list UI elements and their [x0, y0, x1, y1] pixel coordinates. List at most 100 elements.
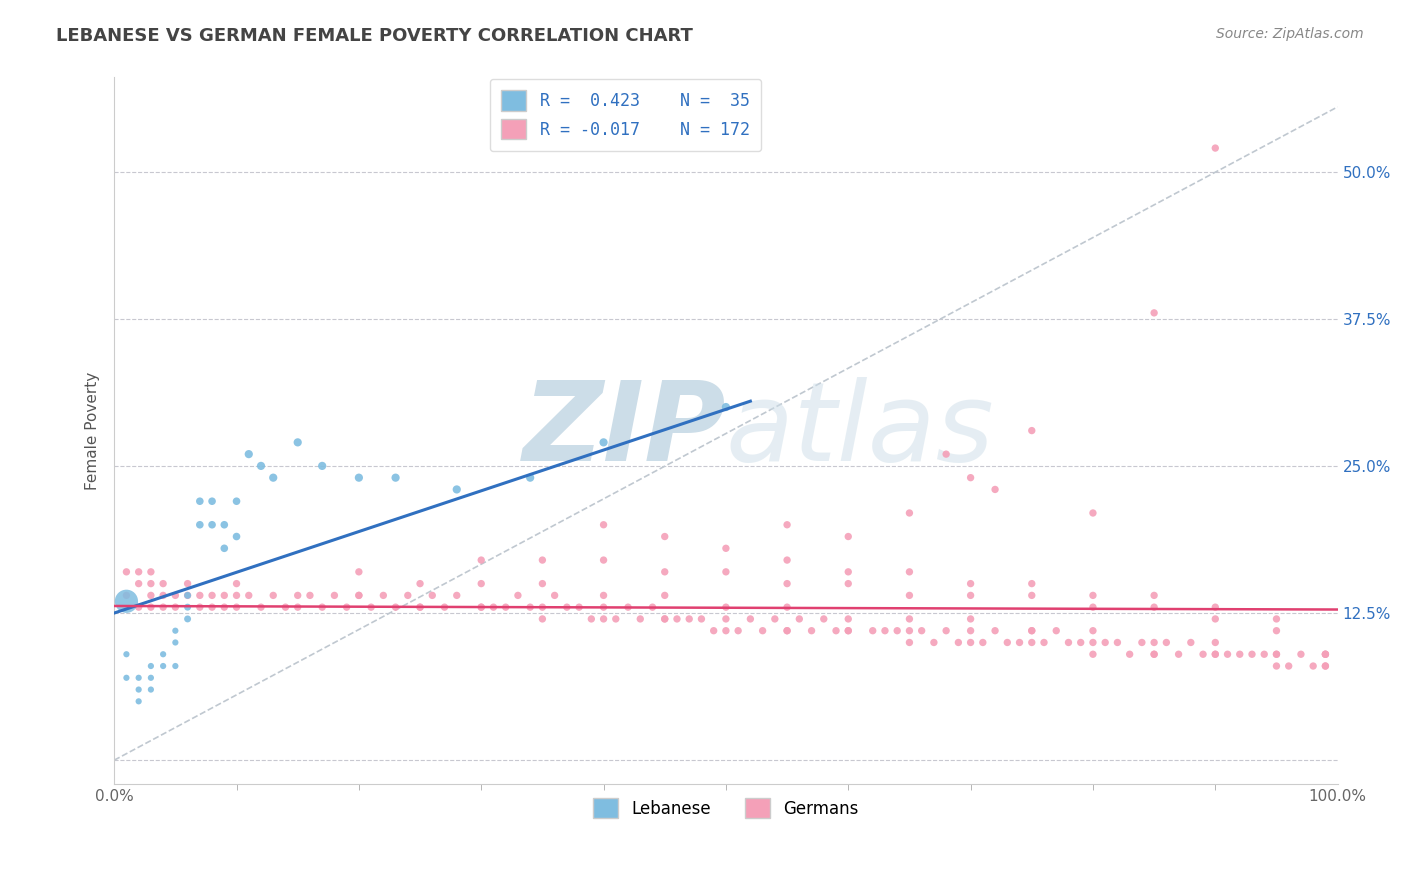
Point: [972, 635, 994, 649]
Point: [139, 588, 162, 602]
Point: [628, 612, 651, 626]
Point: [139, 576, 162, 591]
Point: [139, 671, 162, 685]
Point: [776, 624, 799, 638]
Point: [225, 529, 247, 543]
Point: [837, 624, 859, 638]
Point: [959, 576, 981, 591]
Point: [1118, 647, 1140, 661]
Point: [911, 624, 934, 638]
Point: [1081, 647, 1104, 661]
Point: [287, 588, 309, 602]
Point: [128, 682, 150, 697]
Point: [176, 588, 198, 602]
Point: [837, 576, 859, 591]
Point: [347, 588, 370, 602]
Point: [592, 553, 614, 567]
Point: [519, 471, 541, 485]
Point: [959, 635, 981, 649]
Point: [139, 600, 162, 615]
Point: [165, 600, 187, 615]
Point: [776, 600, 799, 615]
Point: [225, 494, 247, 508]
Point: [703, 624, 725, 638]
Point: [837, 612, 859, 626]
Point: [898, 612, 921, 626]
Point: [165, 624, 187, 638]
Point: [128, 600, 150, 615]
Point: [323, 588, 346, 602]
Point: [188, 588, 211, 602]
Point: [139, 659, 162, 673]
Point: [984, 624, 1007, 638]
Point: [1289, 647, 1312, 661]
Text: atlas: atlas: [725, 377, 994, 484]
Point: [225, 576, 247, 591]
Point: [298, 588, 321, 602]
Point: [531, 576, 554, 591]
Point: [115, 565, 138, 579]
Y-axis label: Female Poverty: Female Poverty: [86, 371, 100, 490]
Point: [1143, 647, 1166, 661]
Point: [115, 671, 138, 685]
Point: [495, 600, 517, 615]
Point: [1265, 624, 1288, 638]
Point: [360, 600, 382, 615]
Point: [1315, 659, 1337, 673]
Point: [1167, 647, 1189, 661]
Point: [336, 600, 359, 615]
Point: [420, 588, 443, 602]
Point: [446, 588, 468, 602]
Point: [1204, 141, 1226, 155]
Point: [188, 600, 211, 615]
Point: [995, 635, 1018, 649]
Point: [1081, 600, 1104, 615]
Point: [128, 565, 150, 579]
Point: [654, 612, 676, 626]
Point: [250, 458, 273, 473]
Point: [776, 517, 799, 532]
Point: [506, 588, 529, 602]
Point: [1204, 647, 1226, 661]
Point: [409, 600, 432, 615]
Point: [165, 659, 187, 673]
Point: [1021, 624, 1043, 638]
Point: [1204, 600, 1226, 615]
Point: [1216, 647, 1239, 661]
Point: [1021, 576, 1043, 591]
Point: [165, 588, 187, 602]
Point: [201, 588, 224, 602]
Point: [214, 517, 236, 532]
Point: [165, 635, 187, 649]
Point: [714, 565, 737, 579]
Point: [751, 624, 773, 638]
Point: [152, 600, 174, 615]
Point: [665, 612, 688, 626]
Point: [592, 612, 614, 626]
Point: [714, 600, 737, 615]
Point: [1021, 624, 1043, 638]
Point: [1143, 600, 1166, 615]
Point: [776, 553, 799, 567]
Point: [384, 471, 406, 485]
Point: [605, 612, 627, 626]
Point: [740, 612, 762, 626]
Point: [311, 600, 333, 615]
Point: [201, 517, 224, 532]
Point: [1253, 647, 1275, 661]
Point: [898, 565, 921, 579]
Point: [1107, 635, 1129, 649]
Point: [274, 600, 297, 615]
Point: [201, 494, 224, 508]
Point: [1081, 624, 1104, 638]
Point: [201, 600, 224, 615]
Point: [1315, 659, 1337, 673]
Point: [1143, 306, 1166, 320]
Point: [214, 541, 236, 556]
Point: [898, 635, 921, 649]
Point: [984, 483, 1007, 497]
Point: [347, 471, 370, 485]
Point: [115, 588, 138, 602]
Point: [1192, 647, 1215, 661]
Point: [1094, 635, 1116, 649]
